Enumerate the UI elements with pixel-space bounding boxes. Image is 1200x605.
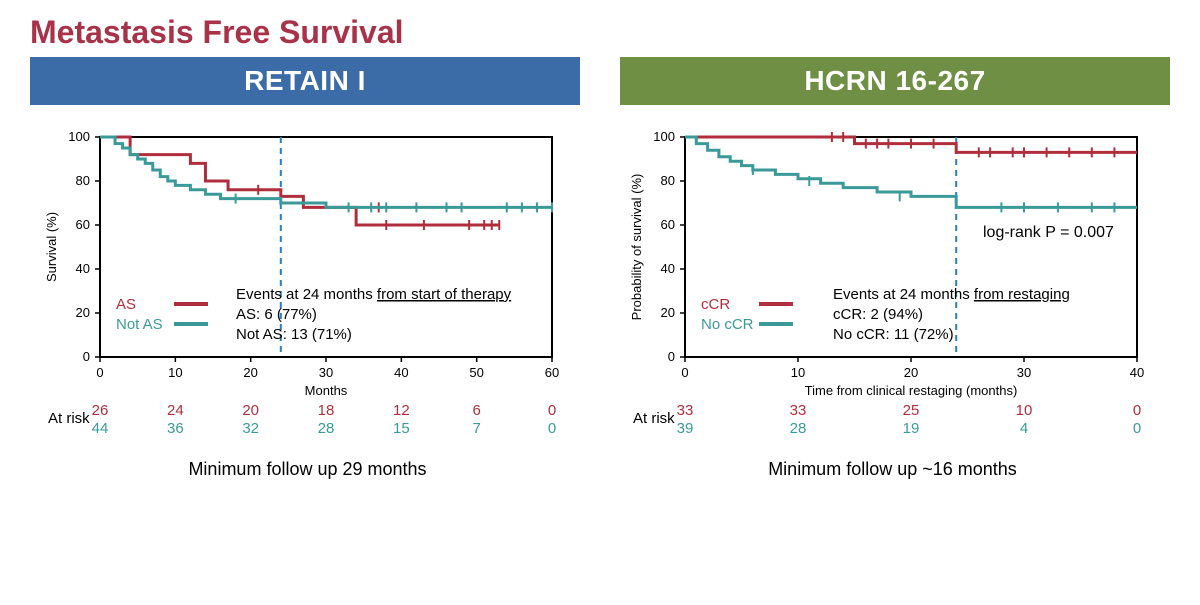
svg-text:15: 15 (392, 420, 409, 437)
svg-text:Events at 24 months from start: Events at 24 months from start of therap… (236, 286, 512, 303)
svg-text:0: 0 (1132, 420, 1140, 437)
svg-text:Probability of survival (%): Probability of survival (%) (629, 174, 644, 321)
svg-text:0: 0 (547, 420, 555, 437)
svg-text:cCR: 2 (94%): cCR: 2 (94%) (833, 306, 923, 323)
svg-text:10: 10 (168, 365, 182, 380)
km-chart-retain: 020406080100Survival (%)0102030405060Mon… (38, 125, 578, 455)
svg-text:Events at 24 months from resta: Events at 24 months from restaging (833, 286, 1070, 303)
svg-text:40: 40 (75, 261, 89, 276)
svg-text:0: 0 (547, 402, 555, 419)
svg-text:33: 33 (676, 402, 693, 419)
svg-text:80: 80 (660, 173, 674, 188)
svg-text:0: 0 (667, 349, 674, 364)
svg-text:44: 44 (91, 420, 108, 437)
svg-text:18: 18 (317, 402, 334, 419)
svg-text:Not AS: 13 (71%): Not AS: 13 (71%) (236, 326, 352, 343)
svg-text:26: 26 (91, 402, 108, 419)
svg-text:cCR: cCR (701, 296, 730, 313)
panel-header-row: RETAIN I HCRN 16-267 (0, 57, 1200, 115)
svg-text:20: 20 (75, 305, 89, 320)
svg-text:20: 20 (243, 365, 257, 380)
footnote-left: Minimum follow up 29 months (188, 459, 426, 480)
svg-text:0: 0 (681, 365, 688, 380)
svg-text:4: 4 (1019, 420, 1027, 437)
svg-text:19: 19 (902, 420, 919, 437)
panel-header-left: RETAIN I (30, 57, 580, 105)
svg-text:20: 20 (242, 402, 259, 419)
svg-text:25: 25 (902, 402, 919, 419)
charts-row: 020406080100Survival (%)0102030405060Mon… (0, 115, 1200, 480)
svg-text:30: 30 (318, 365, 332, 380)
svg-text:24: 24 (166, 402, 183, 419)
svg-text:At risk: At risk (633, 410, 675, 427)
svg-text:12: 12 (392, 402, 409, 419)
svg-text:10: 10 (790, 365, 804, 380)
svg-text:0: 0 (1132, 402, 1140, 419)
svg-text:28: 28 (317, 420, 334, 437)
svg-text:33: 33 (789, 402, 806, 419)
svg-text:28: 28 (789, 420, 806, 437)
svg-text:40: 40 (660, 261, 674, 276)
footnote-right: Minimum follow up ~16 months (768, 459, 1017, 480)
svg-text:6: 6 (472, 402, 480, 419)
svg-text:39: 39 (676, 420, 693, 437)
svg-text:100: 100 (653, 129, 675, 144)
chart-left-col: 020406080100Survival (%)0102030405060Mon… (30, 125, 585, 480)
svg-text:AS: AS (116, 296, 136, 313)
svg-text:50: 50 (469, 365, 483, 380)
svg-text:20: 20 (903, 365, 917, 380)
chart-right-col: 020406080100Probability of survival (%)0… (615, 125, 1170, 480)
svg-text:Months: Months (304, 383, 347, 398)
svg-text:Survival (%): Survival (%) (44, 212, 59, 282)
svg-text:AS: 6 (77%): AS: 6 (77%) (236, 306, 317, 323)
svg-text:60: 60 (660, 217, 674, 232)
svg-text:40: 40 (394, 365, 408, 380)
svg-text:Not AS: Not AS (116, 316, 163, 333)
panel-header-right: HCRN 16-267 (620, 57, 1170, 105)
svg-text:20: 20 (660, 305, 674, 320)
slide-title: Metastasis Free Survival (0, 0, 1200, 57)
svg-text:100: 100 (68, 129, 90, 144)
svg-text:60: 60 (75, 217, 89, 232)
svg-text:0: 0 (96, 365, 103, 380)
svg-text:30: 30 (1016, 365, 1030, 380)
svg-text:Time from clinical restaging (: Time from clinical restaging (months) (804, 383, 1017, 398)
svg-text:10: 10 (1015, 402, 1032, 419)
svg-text:60: 60 (544, 365, 558, 380)
svg-text:log-rank P = 0.007: log-rank P = 0.007 (983, 224, 1114, 241)
svg-text:7: 7 (472, 420, 480, 437)
svg-text:At risk: At risk (48, 410, 90, 427)
svg-text:No cCR: 11 (72%): No cCR: 11 (72%) (833, 326, 954, 343)
svg-text:No cCR: No cCR (701, 316, 754, 333)
svg-text:40: 40 (1129, 365, 1143, 380)
svg-text:36: 36 (166, 420, 183, 437)
svg-text:0: 0 (82, 349, 89, 364)
svg-text:80: 80 (75, 173, 89, 188)
km-chart-hcrn: 020406080100Probability of survival (%)0… (623, 125, 1163, 455)
svg-text:32: 32 (242, 420, 259, 437)
